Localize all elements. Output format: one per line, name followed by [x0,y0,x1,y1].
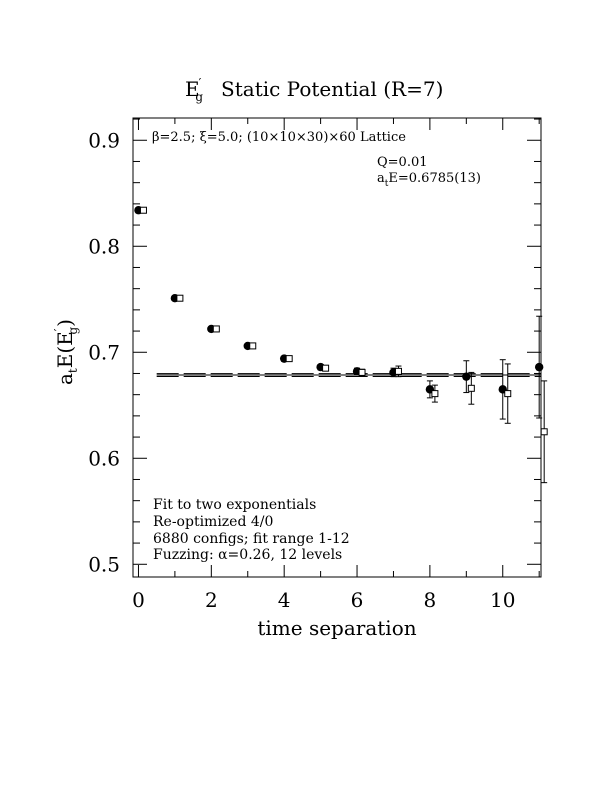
x-tick-label: 8 [424,588,437,612]
x-tick-label: 2 [205,588,218,612]
y-axis-label: atE(E′g) [52,319,80,385]
note-3: 6880 configs; fit range 1-12 [153,531,350,547]
plot-frame [132,117,542,578]
y-tick-label: 0.9 [88,128,120,152]
square-point [249,342,257,350]
square-point [212,325,220,333]
open-square-marker [176,294,184,302]
filled-circle-marker [462,372,471,381]
square-point [176,294,184,302]
square-point [394,365,402,378]
x-tick-label: 6 [351,588,364,612]
fit-q-label: Q=0.01 [377,155,428,170]
open-square-marker [212,325,220,333]
open-square-marker [504,390,512,398]
circle-point [462,360,471,394]
open-square-marker [358,368,366,376]
note-1: Fit to two exponentials [153,497,316,513]
y-tick-label: 0.8 [88,234,120,258]
fit-band [156,373,541,377]
x-axis-label: time separation [257,616,416,640]
lattice-label: β=2.5; ξ=5.0; (10×10×30)×60 Lattice [152,130,406,145]
square-point [322,364,330,372]
open-square-marker [139,206,147,214]
note-4: Fuzzing: α=0.26, 12 levels [153,547,342,563]
chart-title: E′ g Static Potential (R=7) [185,76,443,104]
open-square-marker [540,428,548,436]
note-2: Re-optimized 4/0 [153,514,273,530]
y-tick-label: 0.7 [88,340,120,364]
open-square-marker [431,390,439,398]
circle-point [498,359,507,420]
fit-energy-label: atE=0.6785(13) [377,171,481,189]
x-tick-label: 10 [490,588,515,612]
x-tick-label: 0 [132,588,145,612]
data-marks [134,206,548,484]
open-square-marker [394,367,402,375]
square-point [540,380,548,484]
square-point [504,363,512,424]
square-point [467,371,475,405]
square-point [285,355,293,363]
square-point [358,368,366,377]
x-tick-label: 4 [278,588,291,612]
square-point [139,206,147,214]
filled-circle-marker [534,362,544,372]
y-tick-label: 0.6 [88,446,120,470]
circle-point [534,315,544,419]
axis-ticks: 0 2 4 6 8 10 0.5 0.6 0.7 0.8 0.9 [88,118,541,612]
y-tick-label: 0.5 [88,552,120,576]
square-point [431,384,439,403]
open-square-marker [467,384,475,392]
open-square-marker [322,364,330,372]
open-square-marker [285,355,293,363]
open-square-marker [249,342,257,350]
